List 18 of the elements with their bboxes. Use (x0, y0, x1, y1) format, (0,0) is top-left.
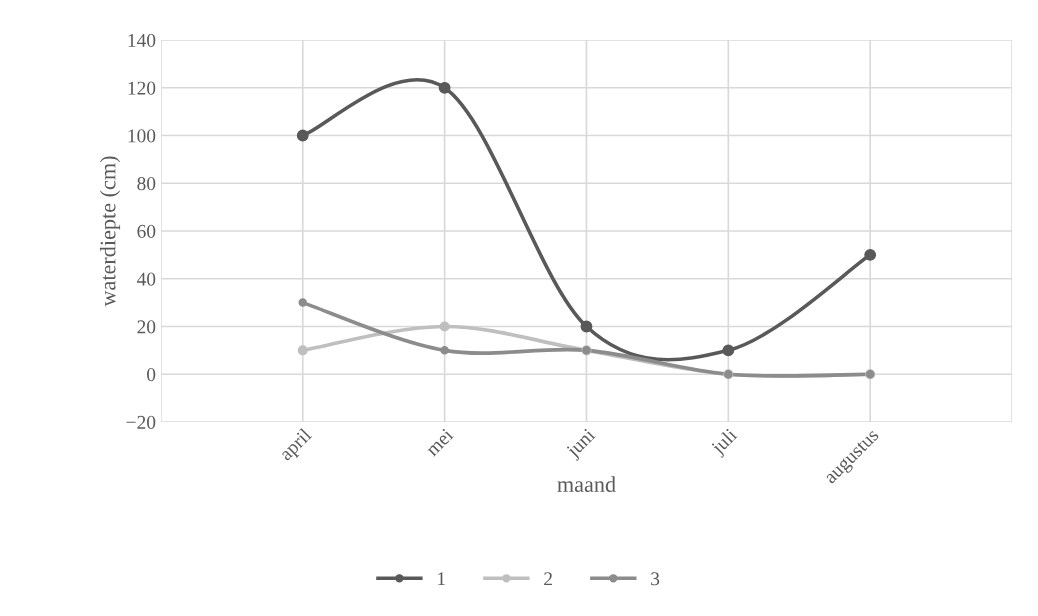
x-tick-label: juli (709, 427, 741, 459)
y-tick-label: 140 (128, 33, 156, 47)
x-tick-label: juni (565, 427, 599, 462)
y-tick-label: 120 (128, 81, 156, 95)
y-tick-label: 0 (147, 368, 156, 382)
legend-label: 2 (544, 572, 552, 586)
x-tick-label: april (278, 427, 315, 464)
y-tick-label: 80 (137, 177, 156, 191)
y-tick-label: 20 (137, 320, 156, 334)
x-tick-label: mei (424, 427, 455, 457)
y-tick-label: 100 (128, 129, 156, 143)
legend-label: 3 (651, 572, 660, 586)
y-tick-label: −20 (126, 415, 156, 429)
y-tick-label: 60 (137, 224, 156, 238)
x-axis-title: maand (557, 476, 616, 492)
y-tick-label: 40 (136, 272, 156, 286)
legend-label: 1 (438, 572, 445, 586)
y-axis-title: waterdiepte (cm) (99, 156, 121, 307)
